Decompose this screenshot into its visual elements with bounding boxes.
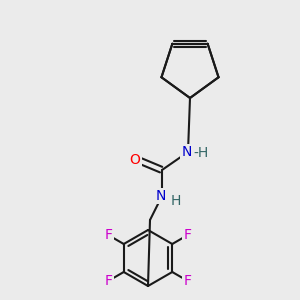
Text: F: F (104, 274, 112, 288)
Text: H: H (171, 194, 181, 208)
Text: N: N (182, 145, 192, 159)
Text: F: F (184, 228, 192, 242)
Text: -H: -H (194, 146, 208, 160)
Text: O: O (130, 153, 140, 167)
Text: N: N (156, 189, 166, 203)
Text: F: F (184, 274, 192, 288)
Text: F: F (104, 228, 112, 242)
